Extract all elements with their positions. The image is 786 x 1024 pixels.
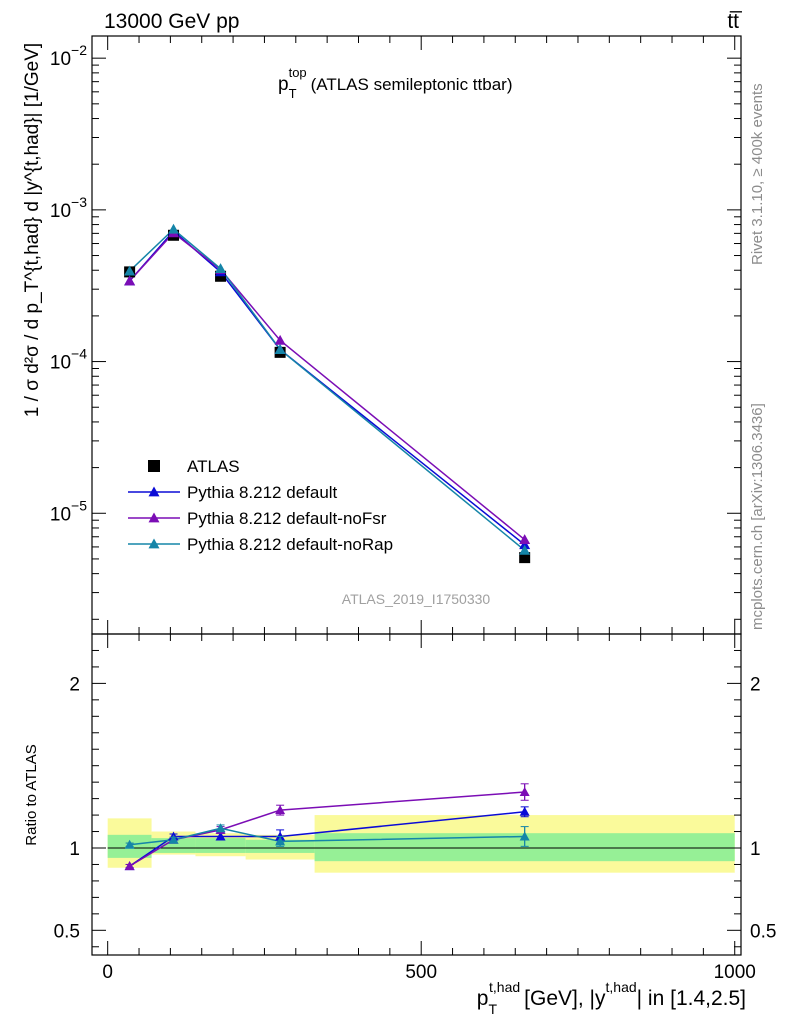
legend-marker — [148, 512, 160, 523]
series-line-3 — [129, 228, 526, 551]
uncertainty-band-inner — [195, 838, 246, 853]
atlas-data-point — [519, 552, 531, 564]
upper-ytick-label: 10−4 — [50, 346, 87, 374]
ratio-point-2 — [168, 834, 179, 844]
ratio-point-1 — [124, 861, 135, 871]
ratio-point-1 — [275, 805, 286, 815]
upper-ytick-label: 10−5 — [50, 497, 87, 525]
mc-point-2 — [124, 275, 136, 286]
mc-point-3 — [274, 344, 286, 354]
upper-ytick-label: 10−3 — [50, 194, 87, 222]
watermark: ATLAS_2019_I1750330 — [342, 591, 491, 607]
legend-marker — [148, 538, 160, 549]
legend-label: Pythia 8.212 default-noRap — [187, 535, 393, 554]
upper-ytick-label: 10−2 — [50, 42, 87, 70]
lower-plot-frame — [91, 633, 742, 956]
mc-point-3 — [168, 223, 180, 234]
side-label-rivet: Rivet 3.1.10, ≥ 400k events — [749, 83, 766, 265]
lower-ytick-label: 1 — [69, 839, 80, 860]
lower-ytick-label: 0.5 — [54, 921, 80, 942]
mc-point-1 — [519, 539, 531, 550]
plot-title: ptop T (ATLAS semileptonic ttbar) — [278, 65, 512, 101]
lower-ytick-label-right: 0.5 — [750, 921, 776, 942]
mc-point-2 — [274, 334, 286, 345]
lower-ytick-label-right: 1 — [750, 839, 761, 860]
ratio-point-0 — [519, 806, 530, 816]
legend-label: Pythia 8.212 default — [187, 483, 338, 502]
header-ttbar: tt̅ — [727, 10, 743, 33]
ratio-point-1 — [519, 787, 530, 797]
ratio-point-2 — [124, 839, 135, 849]
xlabel: pTt,had [GeV], |yt,had| in [1.4,2.5] — [477, 979, 746, 1017]
ratio-point-2 — [519, 831, 530, 841]
mc-point-3 — [124, 265, 136, 276]
legend-label: Pythia 8.212 default-noFsr — [187, 509, 387, 528]
mc-point-3 — [519, 544, 531, 555]
upper-ylabel: 1 / σ d²σ / d p_T^{t,had} d |y^{t,had}| … — [22, 43, 43, 417]
side-label-mcplots: mcplots.cern.ch [arXiv:1306.3436] — [749, 403, 766, 630]
legend-marker — [148, 486, 160, 497]
xtick-label: 0 — [102, 962, 113, 983]
lower-ytick-label-right: 2 — [750, 674, 761, 695]
ratio-point-0 — [215, 831, 226, 841]
legend-label: ATLAS — [187, 457, 240, 476]
mc-point-2 — [519, 534, 531, 545]
lower-ylabel: Ratio to ATLAS — [23, 744, 40, 845]
header-process: 13000 GeV pp — [104, 10, 239, 33]
xtick-label: 500 — [405, 962, 437, 983]
mc-point-3 — [215, 263, 227, 274]
legend-marker-atlas — [148, 460, 160, 472]
xtick-label: 1000 — [714, 962, 756, 983]
uncertainty-band-inner — [151, 838, 196, 853]
ratio-point-2 — [275, 836, 286, 846]
ratio-point-2 — [215, 823, 226, 833]
lower-ytick-label: 2 — [69, 674, 80, 695]
